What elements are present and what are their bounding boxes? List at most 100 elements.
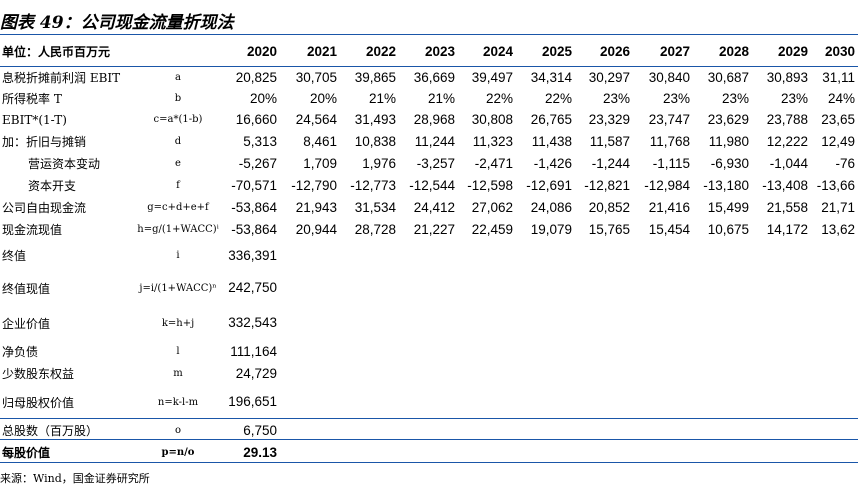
value-cell: 31,11 bbox=[822, 69, 855, 85]
value-cell bbox=[811, 271, 858, 306]
value-cell bbox=[399, 341, 458, 363]
value-cell: 23% bbox=[721, 90, 749, 106]
value-cell bbox=[516, 306, 575, 341]
value-cell: -3,257 bbox=[416, 156, 455, 171]
value-cell: 21,416 bbox=[648, 200, 690, 215]
value-cell: 31,534 bbox=[354, 200, 396, 215]
value-cell: -1,244 bbox=[591, 156, 630, 171]
year-header: 2028 bbox=[693, 36, 752, 67]
value-cell: 20,825 bbox=[235, 69, 277, 85]
value-cell: 39,865 bbox=[354, 69, 396, 85]
value-cell: 15,765 bbox=[588, 222, 630, 237]
value-cell: 28,728 bbox=[354, 222, 396, 237]
value-cell bbox=[633, 241, 693, 271]
value-cell: -53,864 bbox=[231, 222, 277, 237]
value-cell bbox=[280, 241, 340, 271]
row-formula: m bbox=[173, 368, 183, 379]
value-cell: 11,980 bbox=[708, 134, 749, 149]
table-row: 归母股权价值 n=k-l-m 196,651 bbox=[0, 385, 858, 420]
source-note: 来源：Wind，国金证券研究所 bbox=[0, 472, 150, 485]
value-cell bbox=[516, 341, 575, 363]
value-cell bbox=[280, 385, 340, 420]
value-cell: 26,765 bbox=[530, 112, 572, 127]
table-row: 公司自由现金流 g=c+d+e+f -53,864 21,943 31,534 24,41… bbox=[0, 197, 858, 219]
value-cell bbox=[575, 363, 633, 385]
value-cell bbox=[340, 341, 399, 363]
row-label: 每股价值 bbox=[2, 446, 51, 460]
value-cell bbox=[340, 385, 399, 420]
value-cell bbox=[458, 306, 516, 341]
value-cell: -12,790 bbox=[291, 178, 337, 193]
row-formula: i bbox=[176, 250, 180, 261]
value-cell bbox=[458, 363, 516, 385]
value-cell: -1,044 bbox=[769, 156, 808, 171]
row-label: 公司自由现金流 bbox=[2, 201, 87, 215]
value-cell: -2,471 bbox=[474, 156, 513, 171]
value-cell: 1,709 bbox=[303, 156, 337, 171]
value-cell: -1,426 bbox=[533, 156, 572, 171]
value-cell: 22,459 bbox=[471, 222, 513, 237]
value-cell bbox=[752, 241, 811, 271]
value-cell: 20,852 bbox=[588, 200, 630, 215]
value-cell bbox=[458, 241, 516, 271]
value-cell: 21,943 bbox=[295, 200, 337, 215]
year-header: 2030 bbox=[811, 36, 858, 67]
value-cell bbox=[752, 442, 811, 464]
row-formula: d bbox=[174, 136, 182, 147]
row-label: 资本开支 bbox=[28, 179, 77, 193]
row-label: EBIT*(1-T) bbox=[2, 112, 67, 127]
bottom-rule bbox=[0, 462, 858, 463]
value-cell bbox=[633, 363, 693, 385]
value-cell bbox=[693, 442, 752, 464]
value-cell bbox=[399, 306, 458, 341]
value-cell bbox=[575, 306, 633, 341]
value-cell: -12,821 bbox=[584, 178, 630, 193]
value-cell bbox=[575, 271, 633, 306]
value-cell: 23,329 bbox=[588, 112, 630, 127]
value-cell bbox=[752, 271, 811, 306]
value-cell: 23,788 bbox=[766, 112, 808, 127]
value-cell bbox=[340, 241, 399, 271]
value-cell: 11,438 bbox=[531, 134, 572, 149]
value-cell: 332,543 bbox=[228, 315, 277, 330]
table-row: 资本开支 f -70,571 -12,790 -12,773 -12,544 -12,598… bbox=[0, 175, 858, 197]
value-cell: 23% bbox=[780, 90, 808, 106]
value-cell bbox=[458, 271, 516, 306]
value-cell: 20% bbox=[309, 90, 337, 106]
value-cell bbox=[752, 306, 811, 341]
table-row: EBIT*(1-T) c=a*(1-b) 16,660 24,564 31,493 28,… bbox=[0, 109, 858, 131]
value-cell bbox=[633, 341, 693, 363]
row-formula: e bbox=[175, 158, 181, 169]
value-cell bbox=[811, 363, 858, 385]
row-label: 净负债 bbox=[2, 345, 39, 359]
value-cell: 23,629 bbox=[707, 112, 749, 127]
value-cell bbox=[811, 241, 858, 271]
value-cell: 12,222 bbox=[766, 134, 808, 149]
band-rule-top bbox=[0, 418, 858, 419]
value-cell: 24% bbox=[827, 90, 855, 106]
value-cell bbox=[575, 241, 633, 271]
table-header-row: 单位：人民币百万元 2020 2021 2022 2023 2024 2025 2026 20… bbox=[0, 36, 858, 67]
value-cell: 11,323 bbox=[472, 134, 513, 149]
row-formula: j=i/(1+WACC)ⁿ bbox=[139, 282, 217, 294]
unit-label: 单位：人民币百万元 bbox=[0, 36, 134, 67]
value-cell bbox=[811, 385, 858, 420]
value-cell: 111,164 bbox=[230, 344, 277, 359]
value-cell: 24,086 bbox=[530, 200, 572, 215]
year-header: 2026 bbox=[575, 36, 633, 67]
value-cell bbox=[516, 385, 575, 420]
year-header: 2024 bbox=[458, 36, 516, 67]
value-cell bbox=[575, 385, 633, 420]
row-label: 加：折旧与摊销 bbox=[2, 135, 87, 149]
value-cell bbox=[280, 341, 340, 363]
value-cell bbox=[516, 363, 575, 385]
value-cell: 29.13 bbox=[243, 445, 277, 460]
table-row: 息税折摊前利润 EBIT a 20,825 30,705 39,865 36,669 39,… bbox=[0, 67, 858, 88]
table-row: 营运资本变动 e -5,267 1,709 1,976 -3,257 -2,471 -1,42… bbox=[0, 153, 858, 175]
value-cell bbox=[340, 363, 399, 385]
value-cell: 10,838 bbox=[354, 134, 396, 149]
table-row: 现金流现值 h=g/(1+WACC)ⁱ -53,864 20,944 28,728 21,… bbox=[0, 219, 858, 241]
row-formula: b bbox=[174, 92, 182, 104]
value-cell: 5,313 bbox=[243, 134, 277, 149]
value-cell: 12,49 bbox=[821, 134, 855, 149]
